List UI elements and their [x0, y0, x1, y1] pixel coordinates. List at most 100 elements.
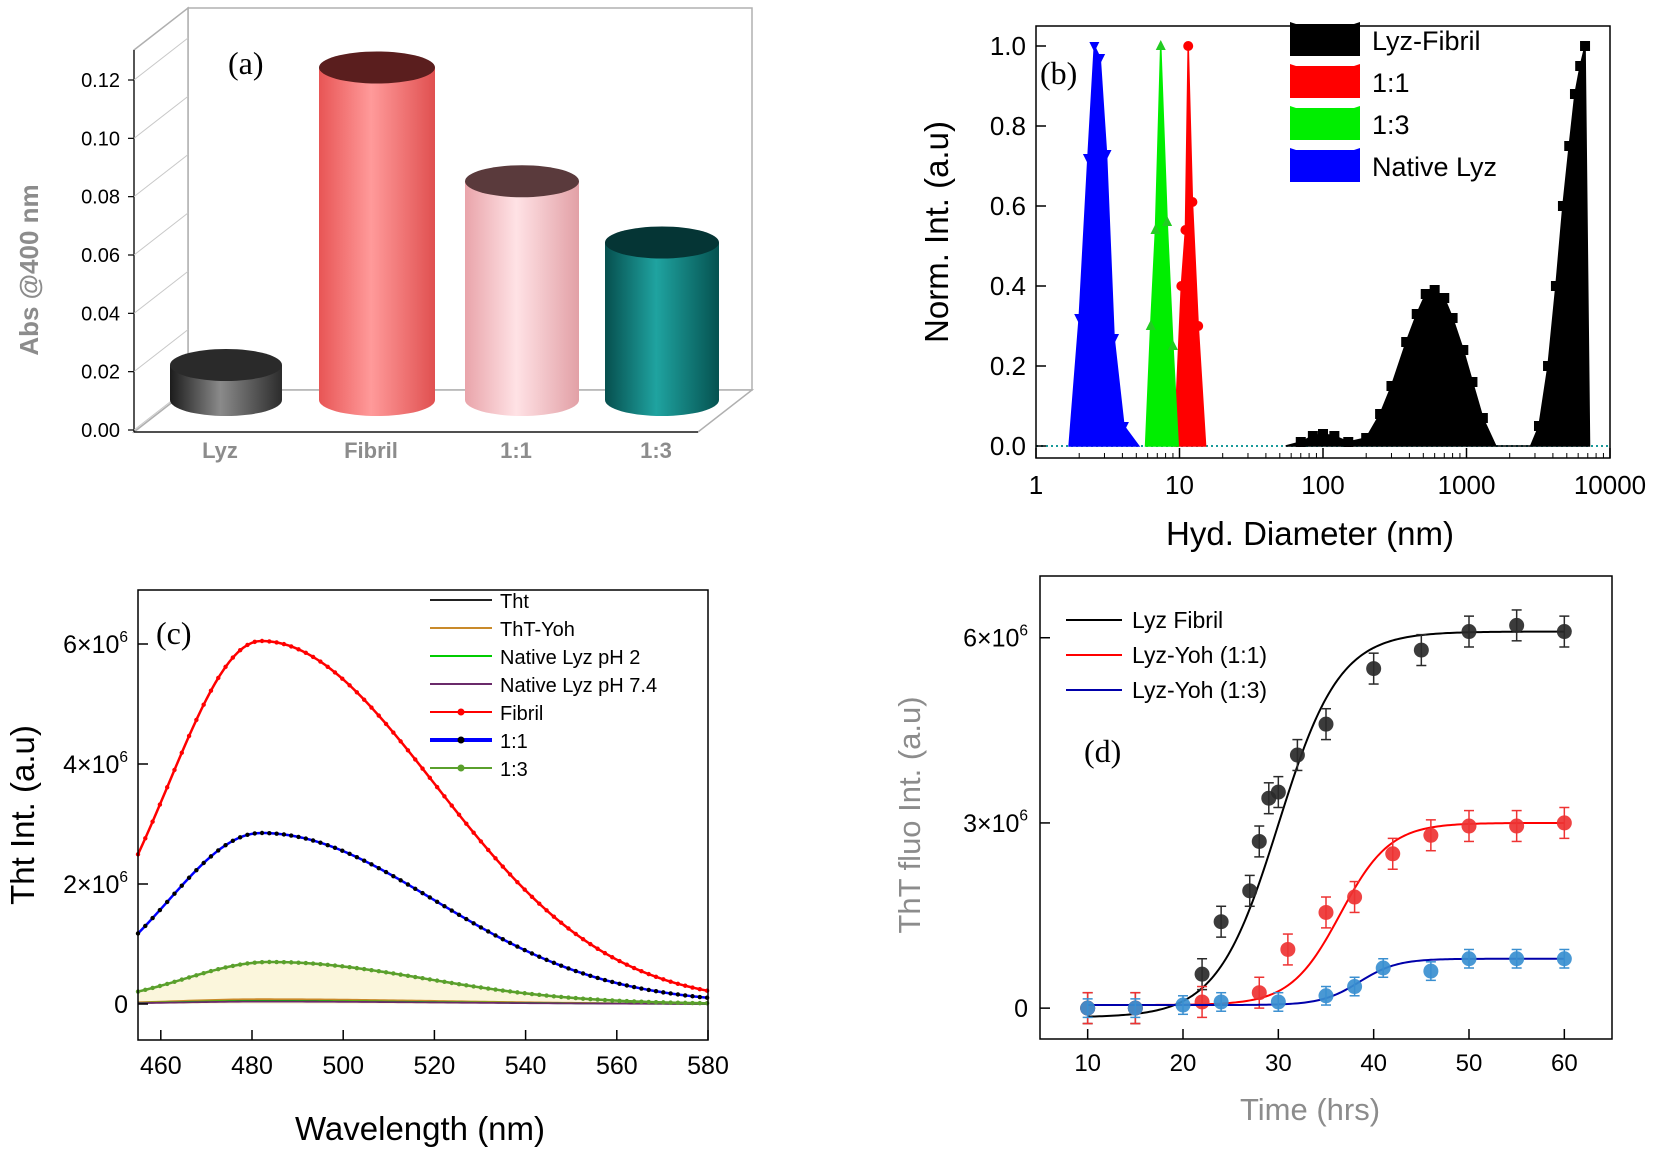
y-tick-label: 0.10: [81, 128, 120, 150]
x-tick-label: 40: [1360, 1050, 1387, 1077]
data-point: [150, 985, 155, 991]
data-point: [296, 647, 301, 652]
data-point: [398, 878, 403, 883]
data-point: [186, 875, 192, 880]
y-tick-label: 2×106: [63, 869, 128, 899]
data-point: [624, 998, 630, 1004]
data-point: [580, 996, 586, 1001]
panel-b-y-axis-title: Norm. Int. (a.u): [918, 121, 955, 343]
series-area: [1529, 45, 1591, 447]
data-point: [1375, 409, 1386, 419]
data-point: [1109, 334, 1120, 344]
x-tick-label: 560: [596, 1052, 638, 1080]
data-point: [683, 993, 688, 998]
data-point: [558, 963, 564, 968]
data-point: [150, 819, 155, 824]
data-point: [1318, 716, 1334, 732]
series-1-3: [1144, 40, 1180, 447]
data-point: [296, 960, 301, 965]
legend-label: Lyz-Yoh (1:3): [1132, 677, 1267, 703]
data-point: [259, 638, 265, 644]
data-point: [172, 891, 177, 896]
data-point: [1461, 951, 1477, 967]
panel-a-bars: [170, 51, 719, 416]
data-point: [216, 848, 221, 853]
data-point: [529, 951, 535, 956]
series-area: [1068, 43, 1141, 447]
data-point: [1420, 289, 1431, 299]
data-point: [150, 915, 155, 921]
x-tick-label: 1:1: [500, 438, 532, 463]
data-point: [369, 862, 374, 867]
data-point: [237, 648, 243, 653]
data-point: [332, 670, 338, 675]
data-point: [1089, 42, 1100, 52]
y-tick-label: 3×106: [963, 808, 1028, 838]
data-point: [1176, 281, 1187, 291]
panel-d-series: [1080, 609, 1572, 1025]
data-point: [573, 995, 578, 1001]
legend-marker: [457, 708, 465, 716]
data-point: [486, 986, 491, 991]
data-point: [515, 990, 520, 995]
data-point: [274, 640, 279, 645]
data-point: [361, 858, 367, 863]
data-point: [223, 664, 228, 670]
data-point: [223, 842, 228, 848]
panel-a-x-tick-labels: Lyz Fibril 1:1 1:3: [202, 438, 672, 463]
legend-marker: [457, 764, 465, 772]
data-point: [376, 713, 381, 718]
y-tick-label: 0.6: [990, 191, 1026, 221]
data-point: [486, 929, 491, 934]
data-point: [551, 960, 557, 966]
data-point: [391, 971, 396, 976]
x-tick-label: 20: [1170, 1050, 1197, 1077]
x-tick-label: 520: [414, 1052, 456, 1080]
panel-c-x-axis-title: Wavelength (nm): [295, 1110, 545, 1147]
data-point: [143, 923, 148, 929]
data-point: [602, 977, 608, 983]
legend-marker: [457, 736, 465, 744]
bar-body: [319, 67, 435, 416]
x-tick-label: 1:3: [640, 438, 672, 463]
y-tick-label: 0.0: [990, 431, 1026, 461]
data-point: [1213, 914, 1229, 930]
bar-top: [170, 349, 282, 381]
data-point: [230, 963, 236, 969]
data-point: [252, 831, 257, 836]
panel-a-y-axis-title: Abs @400 nm: [14, 184, 44, 355]
data-point: [690, 985, 695, 990]
data-point: [661, 990, 666, 995]
data-point: [413, 886, 418, 891]
data-point: [405, 748, 411, 753]
data-point: [281, 832, 287, 837]
data-point: [267, 959, 272, 965]
panel-c-plot-frame: [137, 589, 709, 1041]
legend-entry: Lyz-Yoh (1:1): [1066, 642, 1267, 668]
legend-label: 1:3: [500, 759, 528, 781]
data-point: [588, 941, 593, 947]
data-point: [573, 968, 578, 974]
data-point: [1556, 815, 1572, 831]
data-point: [493, 856, 498, 861]
data-point: [325, 842, 330, 848]
data-point: [1386, 381, 1397, 391]
data-point: [194, 867, 199, 873]
data-point: [1509, 951, 1525, 967]
panel-b-series: [1036, 40, 1610, 447]
data-point: [551, 994, 557, 999]
series-fibril: [135, 638, 710, 993]
series-lyz-fibril: [1080, 609, 1572, 1025]
data-point: [179, 883, 184, 888]
data-point: [420, 890, 425, 896]
data-point: [208, 688, 214, 693]
side-gridline: [133, 329, 189, 373]
data-point: [186, 733, 192, 739]
y-tick-label: 0: [114, 991, 128, 1019]
data-point: [1307, 431, 1318, 441]
data-point: [252, 639, 257, 645]
legend-swatch: [1290, 106, 1360, 140]
data-point: [201, 702, 206, 707]
data-point: [610, 955, 615, 960]
panel-d-y-axis-title: ThT fluo Int. (a.u): [892, 696, 927, 933]
